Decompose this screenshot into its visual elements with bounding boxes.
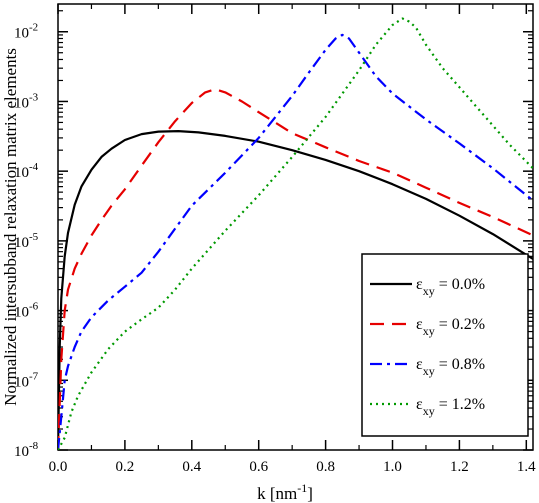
y-tick-label: 10-6 <box>14 301 39 321</box>
series-line-4 <box>58 17 533 450</box>
series-line-3 <box>58 33 533 450</box>
x-tick-label: 0.8 <box>316 459 335 475</box>
y-axis-label: Normalized intersubband relaxation matri… <box>1 48 20 406</box>
legend-label-2: εxy = 0.2% <box>416 316 485 338</box>
y-axis-ticks: 10-8 10-7 10-6 10-5 10-4 10-3 10-2 <box>14 10 533 460</box>
x-axis-ticks: 0.0 0.2 0.4 0.6 0.8 1.0 1.2 1.4 <box>49 4 536 475</box>
x-tick-label: 0.6 <box>249 459 268 475</box>
x-tick-label: 0.4 <box>182 459 201 475</box>
y-tick-label: 10-4 <box>14 161 39 181</box>
x-tick-label: 1.4 <box>517 459 536 475</box>
y-tick-label: 10-5 <box>14 231 39 251</box>
x-axis-label: k [nm-1] <box>257 481 313 503</box>
series-line-2 <box>58 88 533 450</box>
series-layer <box>58 17 533 450</box>
x-axis-label-exponent: -1 <box>297 481 307 495</box>
legend-label-4: εxy = 1.2% <box>416 396 485 418</box>
x-tick-label: 0.2 <box>116 459 135 475</box>
x-tick-label: 1.0 <box>383 459 402 475</box>
y-tick-label: 10-7 <box>14 370 39 390</box>
legend-label-3: εxy = 0.8% <box>416 356 485 378</box>
x-tick-label: 0.0 <box>49 459 68 475</box>
y-tick-label: 10-8 <box>14 440 39 460</box>
legend: εxy = 0.0% εxy = 0.2% εxy = 0.8% εxy = 1.2% <box>361 253 529 437</box>
y-tick-label: 10-3 <box>14 91 39 111</box>
plot-frame <box>57 3 534 451</box>
legend-items: εxy = 0.0% εxy = 0.2% εxy = 0.8% εxy = 1.2% <box>370 276 485 418</box>
y-tick-label: 10-2 <box>14 22 38 42</box>
series-line-1 <box>58 130 533 450</box>
x-tick-label: 1.2 <box>450 459 469 475</box>
legend-label-1: εxy = 0.0% <box>416 276 485 298</box>
